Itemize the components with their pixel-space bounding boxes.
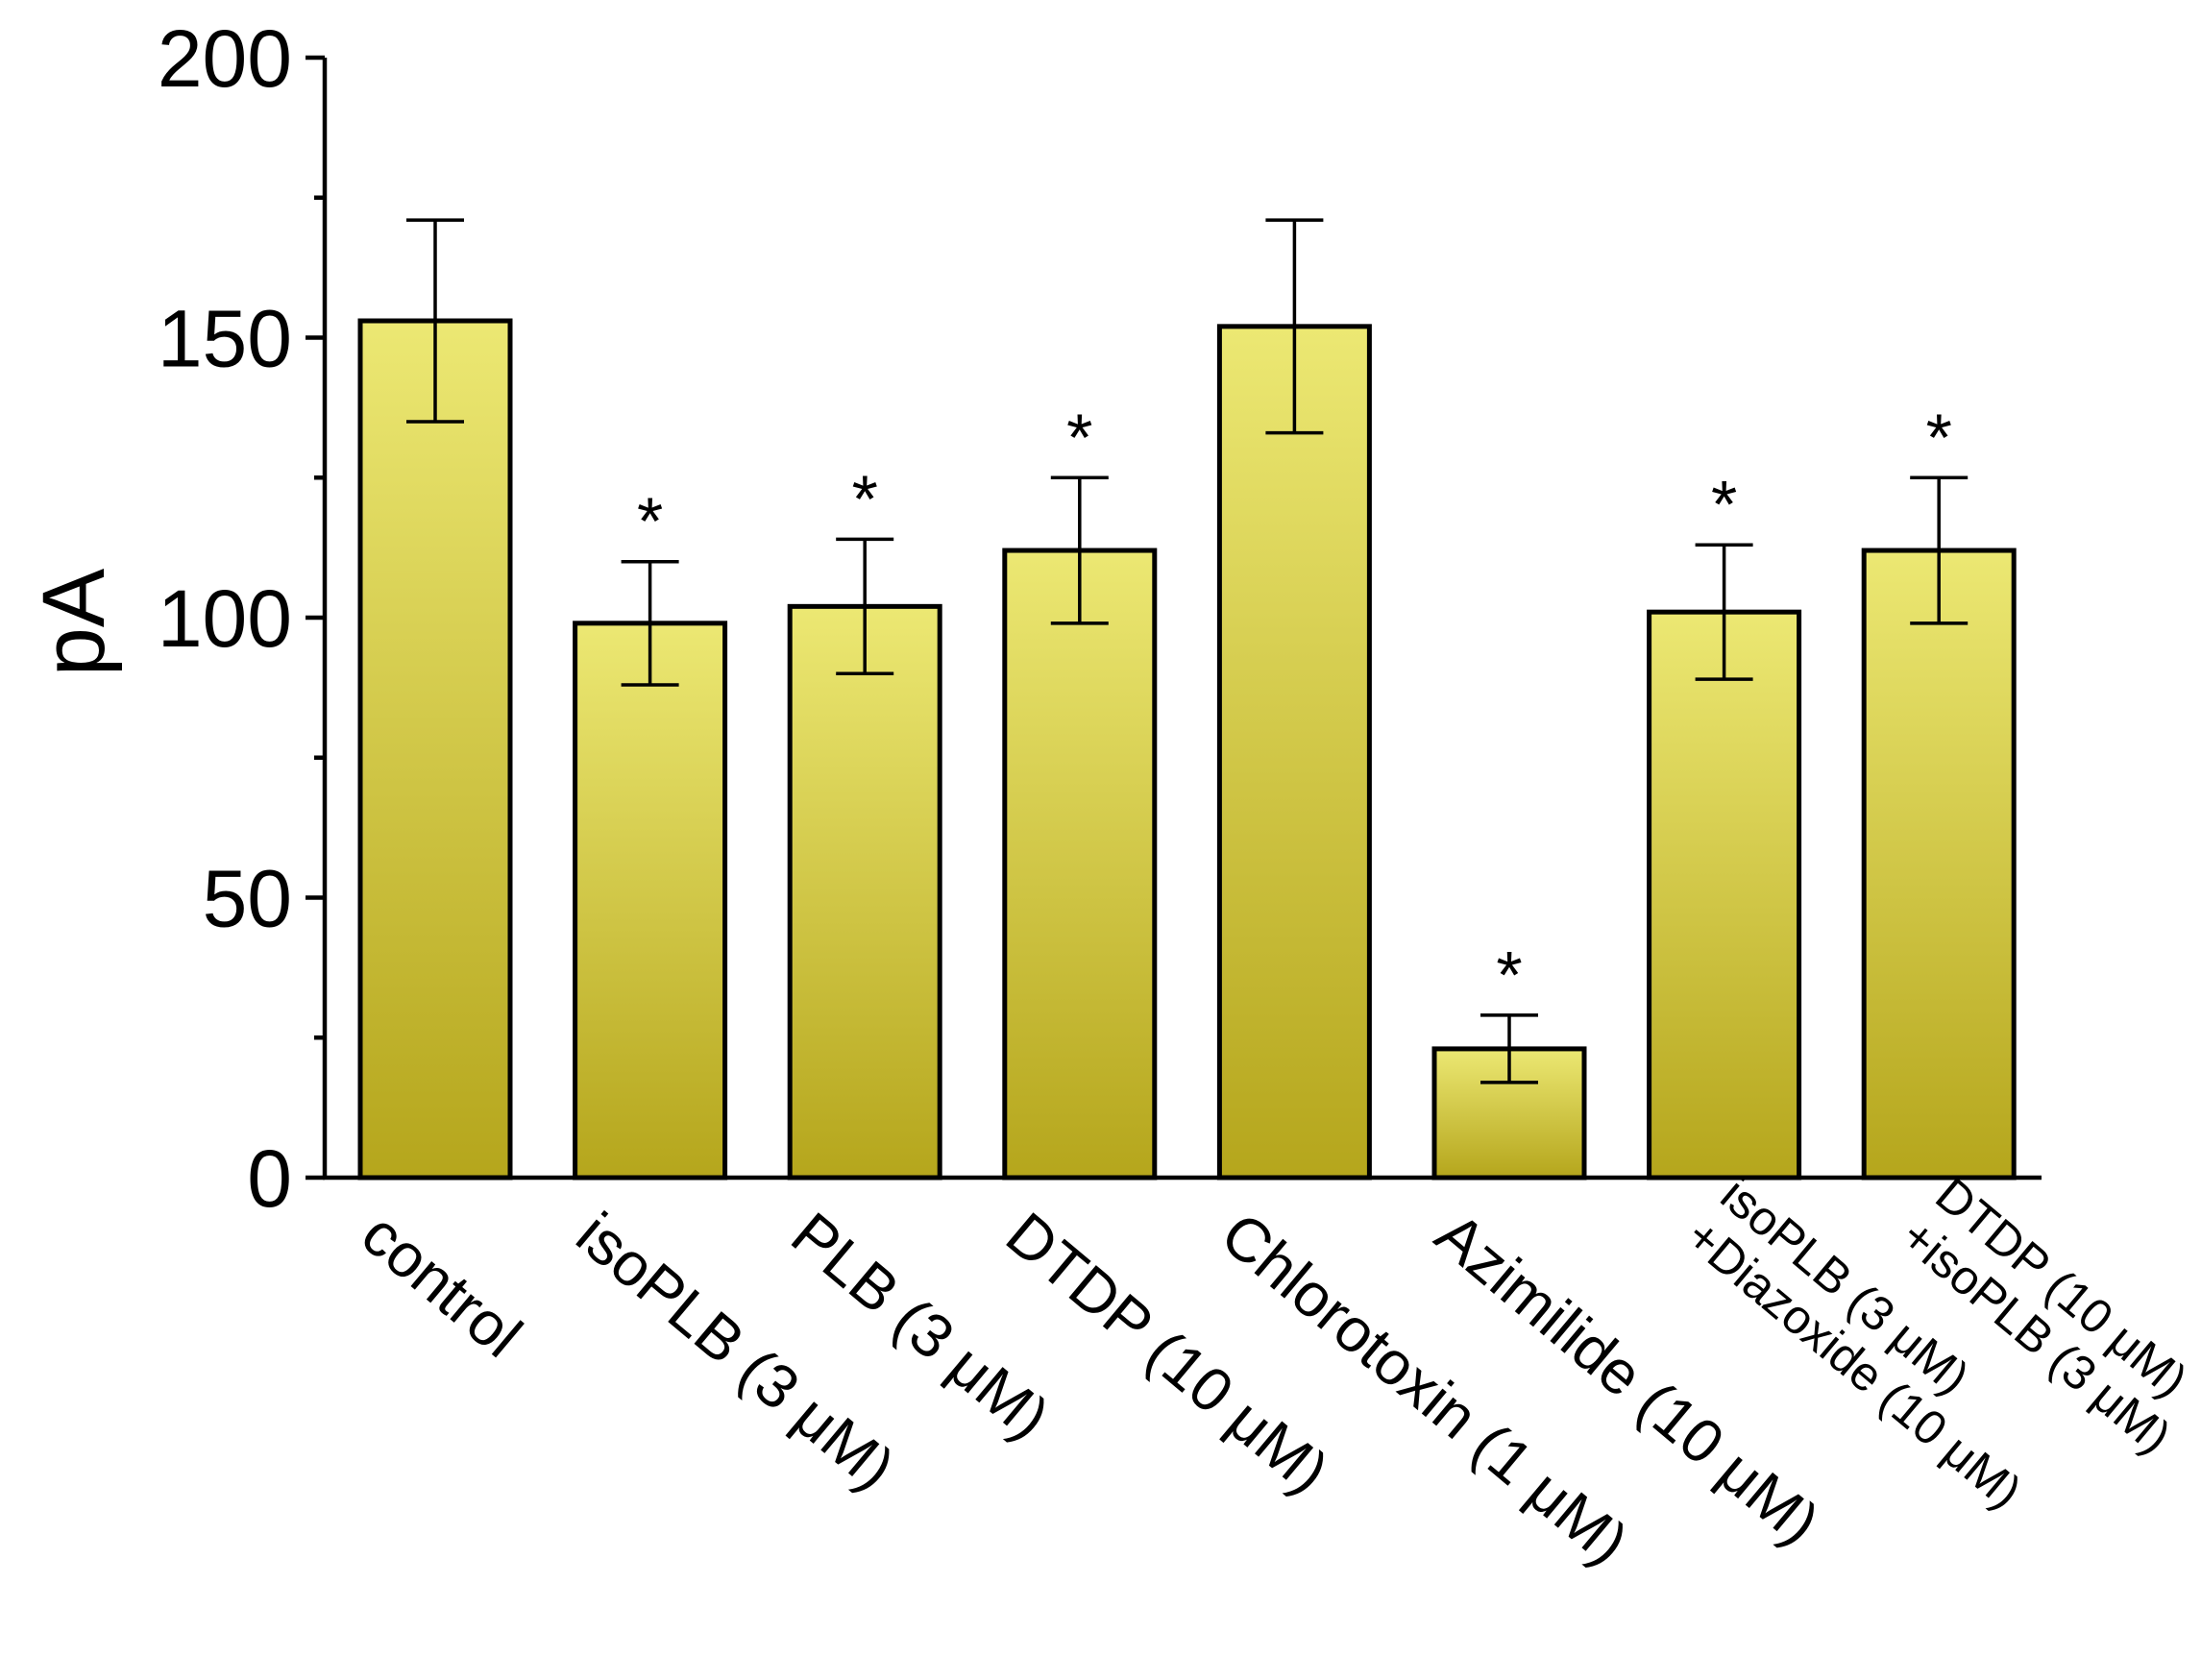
- significance-marker: *: [637, 484, 663, 559]
- bar: [1861, 548, 2017, 1181]
- significance-marker: *: [1496, 937, 1522, 1012]
- y-tick-label: 100: [158, 573, 292, 664]
- significance-marker: *: [852, 461, 878, 536]
- y-tick-label: 50: [203, 854, 292, 944]
- bar: [1216, 324, 1372, 1181]
- y-tick-label: 200: [158, 13, 292, 104]
- bar: [1002, 548, 1158, 1181]
- y-tick-label: 150: [158, 294, 292, 384]
- bar: [787, 603, 942, 1181]
- bar: [573, 621, 728, 1181]
- significance-marker: *: [1926, 400, 1952, 475]
- category-label: control: [349, 1199, 534, 1371]
- significance-marker: *: [1066, 400, 1092, 475]
- bars: * * * * * *: [357, 218, 2017, 1181]
- y-tick-label: 0: [247, 1133, 292, 1224]
- category-label: Chlorotoxin (1 μM): [1209, 1199, 1642, 1577]
- bar: [357, 318, 513, 1181]
- bar: [1647, 609, 1802, 1181]
- y-axis-label: pA: [25, 568, 123, 676]
- category-label-line: Chlorotoxin (1 μM): [1209, 1199, 1642, 1577]
- significance-marker: *: [1711, 467, 1737, 542]
- category-labels: control isoPLB (3 μM)PLB (3 μM)DTDP (10 μ…: [349, 1167, 2197, 1577]
- category-label-line: control: [349, 1199, 534, 1371]
- axes: 0 50 100 150 200: [158, 13, 2042, 1224]
